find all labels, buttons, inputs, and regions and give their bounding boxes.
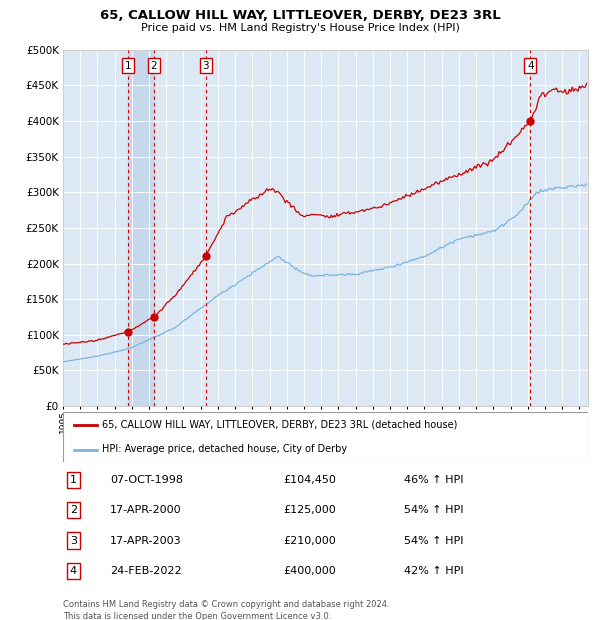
Text: 46% ↑ HPI: 46% ↑ HPI: [404, 475, 464, 485]
Text: 4: 4: [70, 566, 77, 576]
Text: 65, CALLOW HILL WAY, LITTLEOVER, DERBY, DE23 3RL (detached house): 65, CALLOW HILL WAY, LITTLEOVER, DERBY, …: [103, 420, 458, 430]
Text: 1: 1: [70, 475, 77, 485]
Text: 54% ↑ HPI: 54% ↑ HPI: [404, 505, 464, 515]
Text: 17-APR-2003: 17-APR-2003: [110, 536, 182, 546]
Bar: [128, 50, 154, 406]
Text: 2: 2: [151, 61, 157, 71]
Text: 1: 1: [125, 61, 131, 71]
Text: 2: 2: [70, 505, 77, 515]
Text: This data is licensed under the Open Government Licence v3.0.: This data is licensed under the Open Gov…: [63, 612, 331, 620]
Text: £104,450: £104,450: [284, 475, 337, 485]
Text: Contains HM Land Registry data © Crown copyright and database right 2024.: Contains HM Land Registry data © Crown c…: [63, 600, 389, 609]
Text: 3: 3: [202, 61, 209, 71]
Text: £210,000: £210,000: [284, 536, 336, 546]
Text: 3: 3: [70, 536, 77, 546]
Text: 65, CALLOW HILL WAY, LITTLEOVER, DERBY, DE23 3RL: 65, CALLOW HILL WAY, LITTLEOVER, DERBY, …: [100, 9, 500, 22]
Text: 17-APR-2000: 17-APR-2000: [110, 505, 182, 515]
Text: 07-OCT-1998: 07-OCT-1998: [110, 475, 183, 485]
Text: £125,000: £125,000: [284, 505, 336, 515]
Text: Price paid vs. HM Land Registry's House Price Index (HPI): Price paid vs. HM Land Registry's House …: [140, 23, 460, 33]
Text: HPI: Average price, detached house, City of Derby: HPI: Average price, detached house, City…: [103, 445, 347, 454]
Text: 4: 4: [527, 61, 533, 71]
Text: 24-FEB-2022: 24-FEB-2022: [110, 566, 182, 576]
Text: 54% ↑ HPI: 54% ↑ HPI: [404, 536, 464, 546]
Text: £400,000: £400,000: [284, 566, 336, 576]
Text: 42% ↑ HPI: 42% ↑ HPI: [404, 566, 464, 576]
